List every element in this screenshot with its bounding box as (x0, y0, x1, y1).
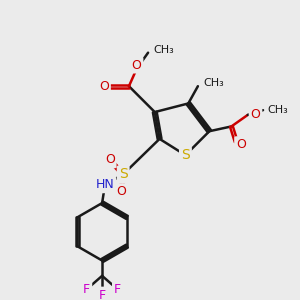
Text: S: S (119, 167, 128, 181)
Text: F: F (83, 283, 90, 296)
Text: HN: HN (96, 178, 114, 191)
Text: O: O (116, 185, 126, 198)
Text: O: O (250, 108, 260, 122)
Text: CH₃: CH₃ (268, 105, 289, 115)
Text: O: O (236, 138, 246, 151)
Text: O: O (132, 58, 142, 72)
Text: CH₃: CH₃ (204, 78, 224, 88)
Text: O: O (99, 80, 109, 93)
Text: S: S (181, 148, 190, 162)
Text: F: F (114, 283, 121, 296)
Text: O: O (105, 154, 115, 166)
Text: CH₃: CH₃ (154, 45, 175, 55)
Text: F: F (98, 289, 106, 300)
